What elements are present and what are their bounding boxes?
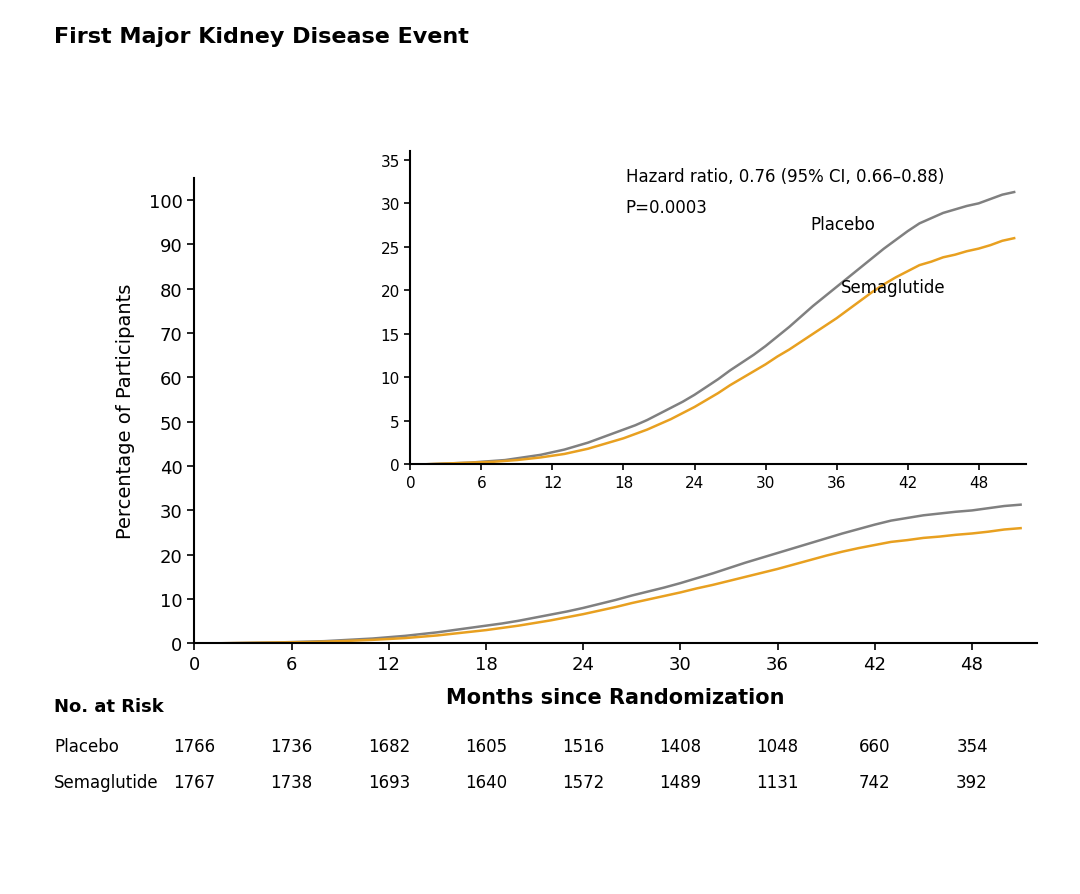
Y-axis label: Percentage of Participants: Percentage of Participants <box>116 283 135 539</box>
Text: 660: 660 <box>859 738 891 755</box>
Text: Hazard ratio, 0.76 (95% CI, 0.66–0.88): Hazard ratio, 0.76 (95% CI, 0.66–0.88) <box>626 168 944 186</box>
Text: 1766: 1766 <box>173 738 216 755</box>
Text: 354: 354 <box>956 738 988 755</box>
Text: Semaglutide: Semaglutide <box>54 773 159 791</box>
X-axis label: Months since Randomization: Months since Randomization <box>446 687 785 707</box>
Text: 742: 742 <box>859 773 891 791</box>
Text: Semaglutide: Semaglutide <box>841 279 946 297</box>
Text: 1489: 1489 <box>659 773 702 791</box>
Text: Placebo: Placebo <box>54 738 119 755</box>
Text: 1048: 1048 <box>756 738 799 755</box>
Text: 1605: 1605 <box>464 738 508 755</box>
Text: P=0.0003: P=0.0003 <box>626 198 707 217</box>
Text: 1767: 1767 <box>173 773 216 791</box>
Text: 1736: 1736 <box>270 738 313 755</box>
Text: 1408: 1408 <box>659 738 702 755</box>
Text: 1738: 1738 <box>270 773 313 791</box>
Text: 1682: 1682 <box>367 738 410 755</box>
Text: 1516: 1516 <box>562 738 605 755</box>
Text: No. at Risk: No. at Risk <box>54 697 164 715</box>
Text: 1572: 1572 <box>562 773 605 791</box>
Text: 1131: 1131 <box>756 773 799 791</box>
Text: 1640: 1640 <box>464 773 508 791</box>
Text: 1693: 1693 <box>367 773 410 791</box>
Text: 392: 392 <box>956 773 988 791</box>
Text: Placebo: Placebo <box>810 216 876 234</box>
Text: First Major Kidney Disease Event: First Major Kidney Disease Event <box>54 27 469 46</box>
